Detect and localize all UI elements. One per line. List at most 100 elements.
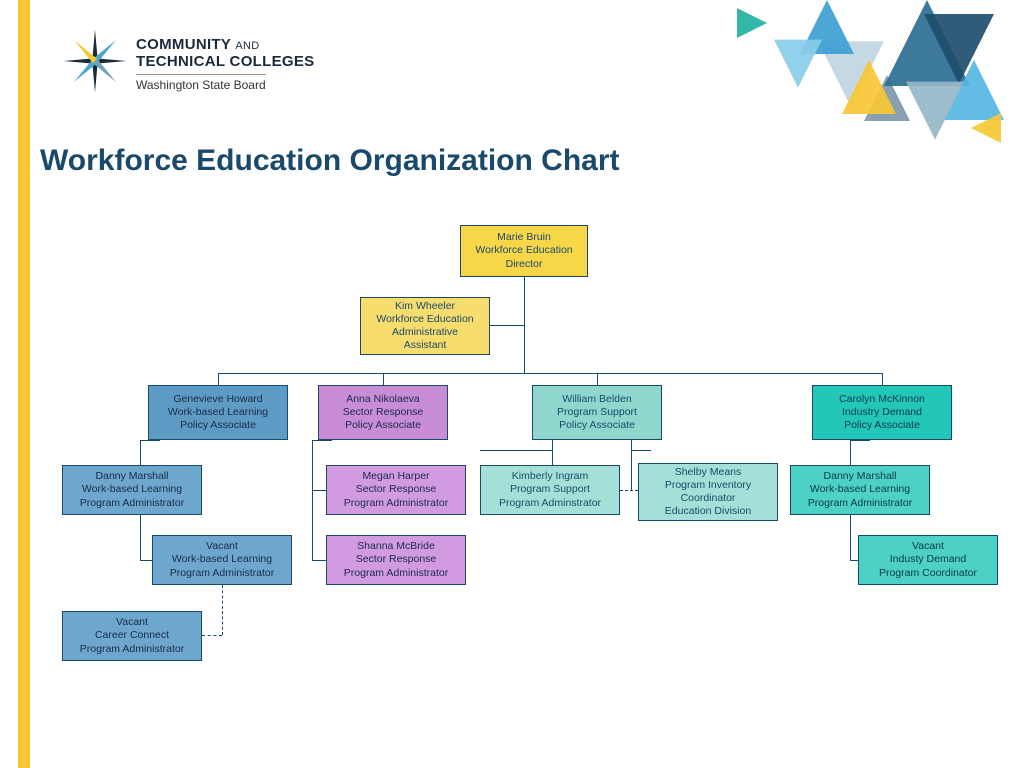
connector-dashed	[222, 585, 223, 635]
org-node-name: Genevieve Howard	[173, 393, 262, 406]
org-node-title-line: Career Connect	[95, 629, 169, 642]
org-node-title-line: Program Support	[557, 406, 637, 419]
org-node-title-line: Program Administrator	[170, 567, 274, 580]
connector-dashed	[202, 635, 222, 636]
brand-subtitle: Washington State Board	[136, 74, 266, 92]
org-node-admin: Kim WheelerWorkforce EducationAdministra…	[360, 297, 490, 355]
decor-triangle	[884, 0, 970, 86]
org-node-title-line: Program Administrator	[344, 567, 448, 580]
org-chart: Marie BruinWorkforce EducationDirectorKi…	[40, 225, 1000, 745]
org-node-title-line: Program Administrator	[80, 497, 184, 510]
org-node-title-line: Work-based Learning	[82, 483, 182, 496]
decor-triangle	[971, 113, 1001, 143]
connector-dashed	[620, 490, 638, 491]
org-node-name: Megan Harper	[362, 470, 429, 483]
brand-and: AND	[235, 40, 259, 52]
org-node-name: Marie Bruin	[497, 231, 551, 244]
org-node-name: Kimberly Ingram	[512, 470, 588, 483]
org-node-title-line: Work-based Learning	[168, 406, 268, 419]
connector	[524, 277, 525, 373]
org-node-name: Danny Marshall	[824, 470, 897, 483]
connector	[631, 450, 651, 451]
org-node-name: Vacant	[116, 616, 148, 629]
org-node-p2a: Megan HarperSector ResponseProgram Admin…	[326, 465, 466, 515]
org-node-p4a: Danny MarshallWork-based LearningProgram…	[790, 465, 930, 515]
org-node-name: Kim Wheeler	[395, 300, 455, 313]
org-node-title-line: Work-based Learning	[172, 553, 272, 566]
connector	[140, 440, 160, 441]
connector	[383, 373, 384, 385]
org-node-pa3: William BeldenProgram SupportPolicy Asso…	[532, 385, 662, 440]
decor-triangle	[818, 41, 884, 107]
connector	[218, 373, 882, 374]
org-node-title-line: Industy Demand	[890, 553, 966, 566]
org-node-title-line: Sector Response	[356, 553, 437, 566]
connector	[312, 490, 326, 491]
org-node-name: William Belden	[562, 393, 631, 406]
org-node-title-line: Program Support	[510, 483, 590, 496]
org-node-name: Shanna McBride	[357, 540, 435, 553]
decor-triangles	[604, 0, 1024, 170]
connector	[312, 440, 313, 560]
org-node-pa2: Anna NikolaevaSector ResponsePolicy Asso…	[318, 385, 448, 440]
org-node-pa1: Genevieve HowardWork-based LearningPolic…	[148, 385, 288, 440]
org-node-name: Danny Marshall	[96, 470, 169, 483]
org-node-director: Marie BruinWorkforce EducationDirector	[460, 225, 588, 277]
org-node-title-line: Industry Demand	[842, 406, 922, 419]
org-node-title-line: Sector Response	[343, 406, 424, 419]
org-node-title-line: Policy Associate	[345, 419, 421, 432]
org-node-title-line: Program Inventory	[665, 479, 751, 492]
connector	[312, 440, 332, 441]
connector	[490, 325, 524, 326]
org-node-title-line: Workforce Education	[376, 313, 473, 326]
connector	[631, 440, 632, 490]
connector	[597, 373, 598, 385]
decor-triangle	[906, 82, 964, 140]
decor-triangle	[800, 0, 854, 54]
org-node-title-line: Coordinator	[681, 492, 736, 505]
org-node-p2b: Shanna McBrideSector ResponseProgram Adm…	[326, 535, 466, 585]
org-node-p1a: Danny MarshallWork-based LearningProgram…	[62, 465, 202, 515]
org-node-p4b: VacantIndusty DemandProgram Coordinator	[858, 535, 998, 585]
decor-triangle	[944, 60, 1004, 120]
org-node-title-line: Program Adminstrator	[499, 497, 601, 510]
org-node-title-line: Policy Associate	[180, 419, 256, 432]
org-node-title-line: Program Coordinator	[879, 567, 977, 580]
org-node-pa4: Carolyn McKinnonIndustry DemandPolicy As…	[812, 385, 952, 440]
accent-bar	[18, 0, 30, 768]
decor-triangle	[774, 40, 822, 88]
org-node-title-line: Program Administrator	[344, 497, 448, 510]
org-node-name: Carolyn McKinnon	[839, 393, 925, 406]
decor-triangle	[842, 60, 896, 114]
org-node-title-line: Program Administrator	[808, 497, 912, 510]
org-node-title-line: Policy Associate	[559, 419, 635, 432]
starburst-icon	[60, 26, 130, 96]
org-node-p3a: Kimberly IngramProgram SupportProgram Ad…	[480, 465, 620, 515]
org-node-title-line: Sector Response	[356, 483, 437, 496]
decor-triangle	[737, 8, 767, 38]
org-node-title-line: Workforce Education	[475, 244, 572, 257]
brand-line2: TECHNICAL COLLEGES	[136, 53, 376, 70]
brand-line1: COMMUNITY	[136, 36, 231, 53]
logo: COMMUNITY AND TECHNICAL COLLEGES Washing…	[60, 18, 380, 108]
decor-triangle	[864, 75, 910, 121]
org-node-title-line: Education Division	[665, 505, 751, 518]
org-node-title-line: Work-based Learning	[810, 483, 910, 496]
connector	[218, 373, 219, 385]
org-node-name: Vacant	[912, 540, 944, 553]
org-node-p3b: Shelby MeansProgram InventoryCoordinator…	[638, 463, 778, 521]
connector	[140, 560, 152, 561]
connector	[882, 373, 883, 385]
org-node-name: Shelby Means	[675, 466, 742, 479]
org-node-title-line: Director	[506, 258, 543, 271]
org-node-name: Vacant	[206, 540, 238, 553]
org-node-title-line: Policy Associate	[844, 419, 920, 432]
org-node-p1c: VacantCareer ConnectProgram Administrato…	[62, 611, 202, 661]
connector	[850, 560, 858, 561]
connector	[312, 560, 326, 561]
page-title: Workforce Education Organization Chart	[40, 144, 620, 178]
decor-triangle	[924, 14, 994, 84]
connector	[480, 450, 552, 451]
connector	[850, 440, 870, 441]
org-node-title-line: Administrative	[392, 326, 458, 339]
